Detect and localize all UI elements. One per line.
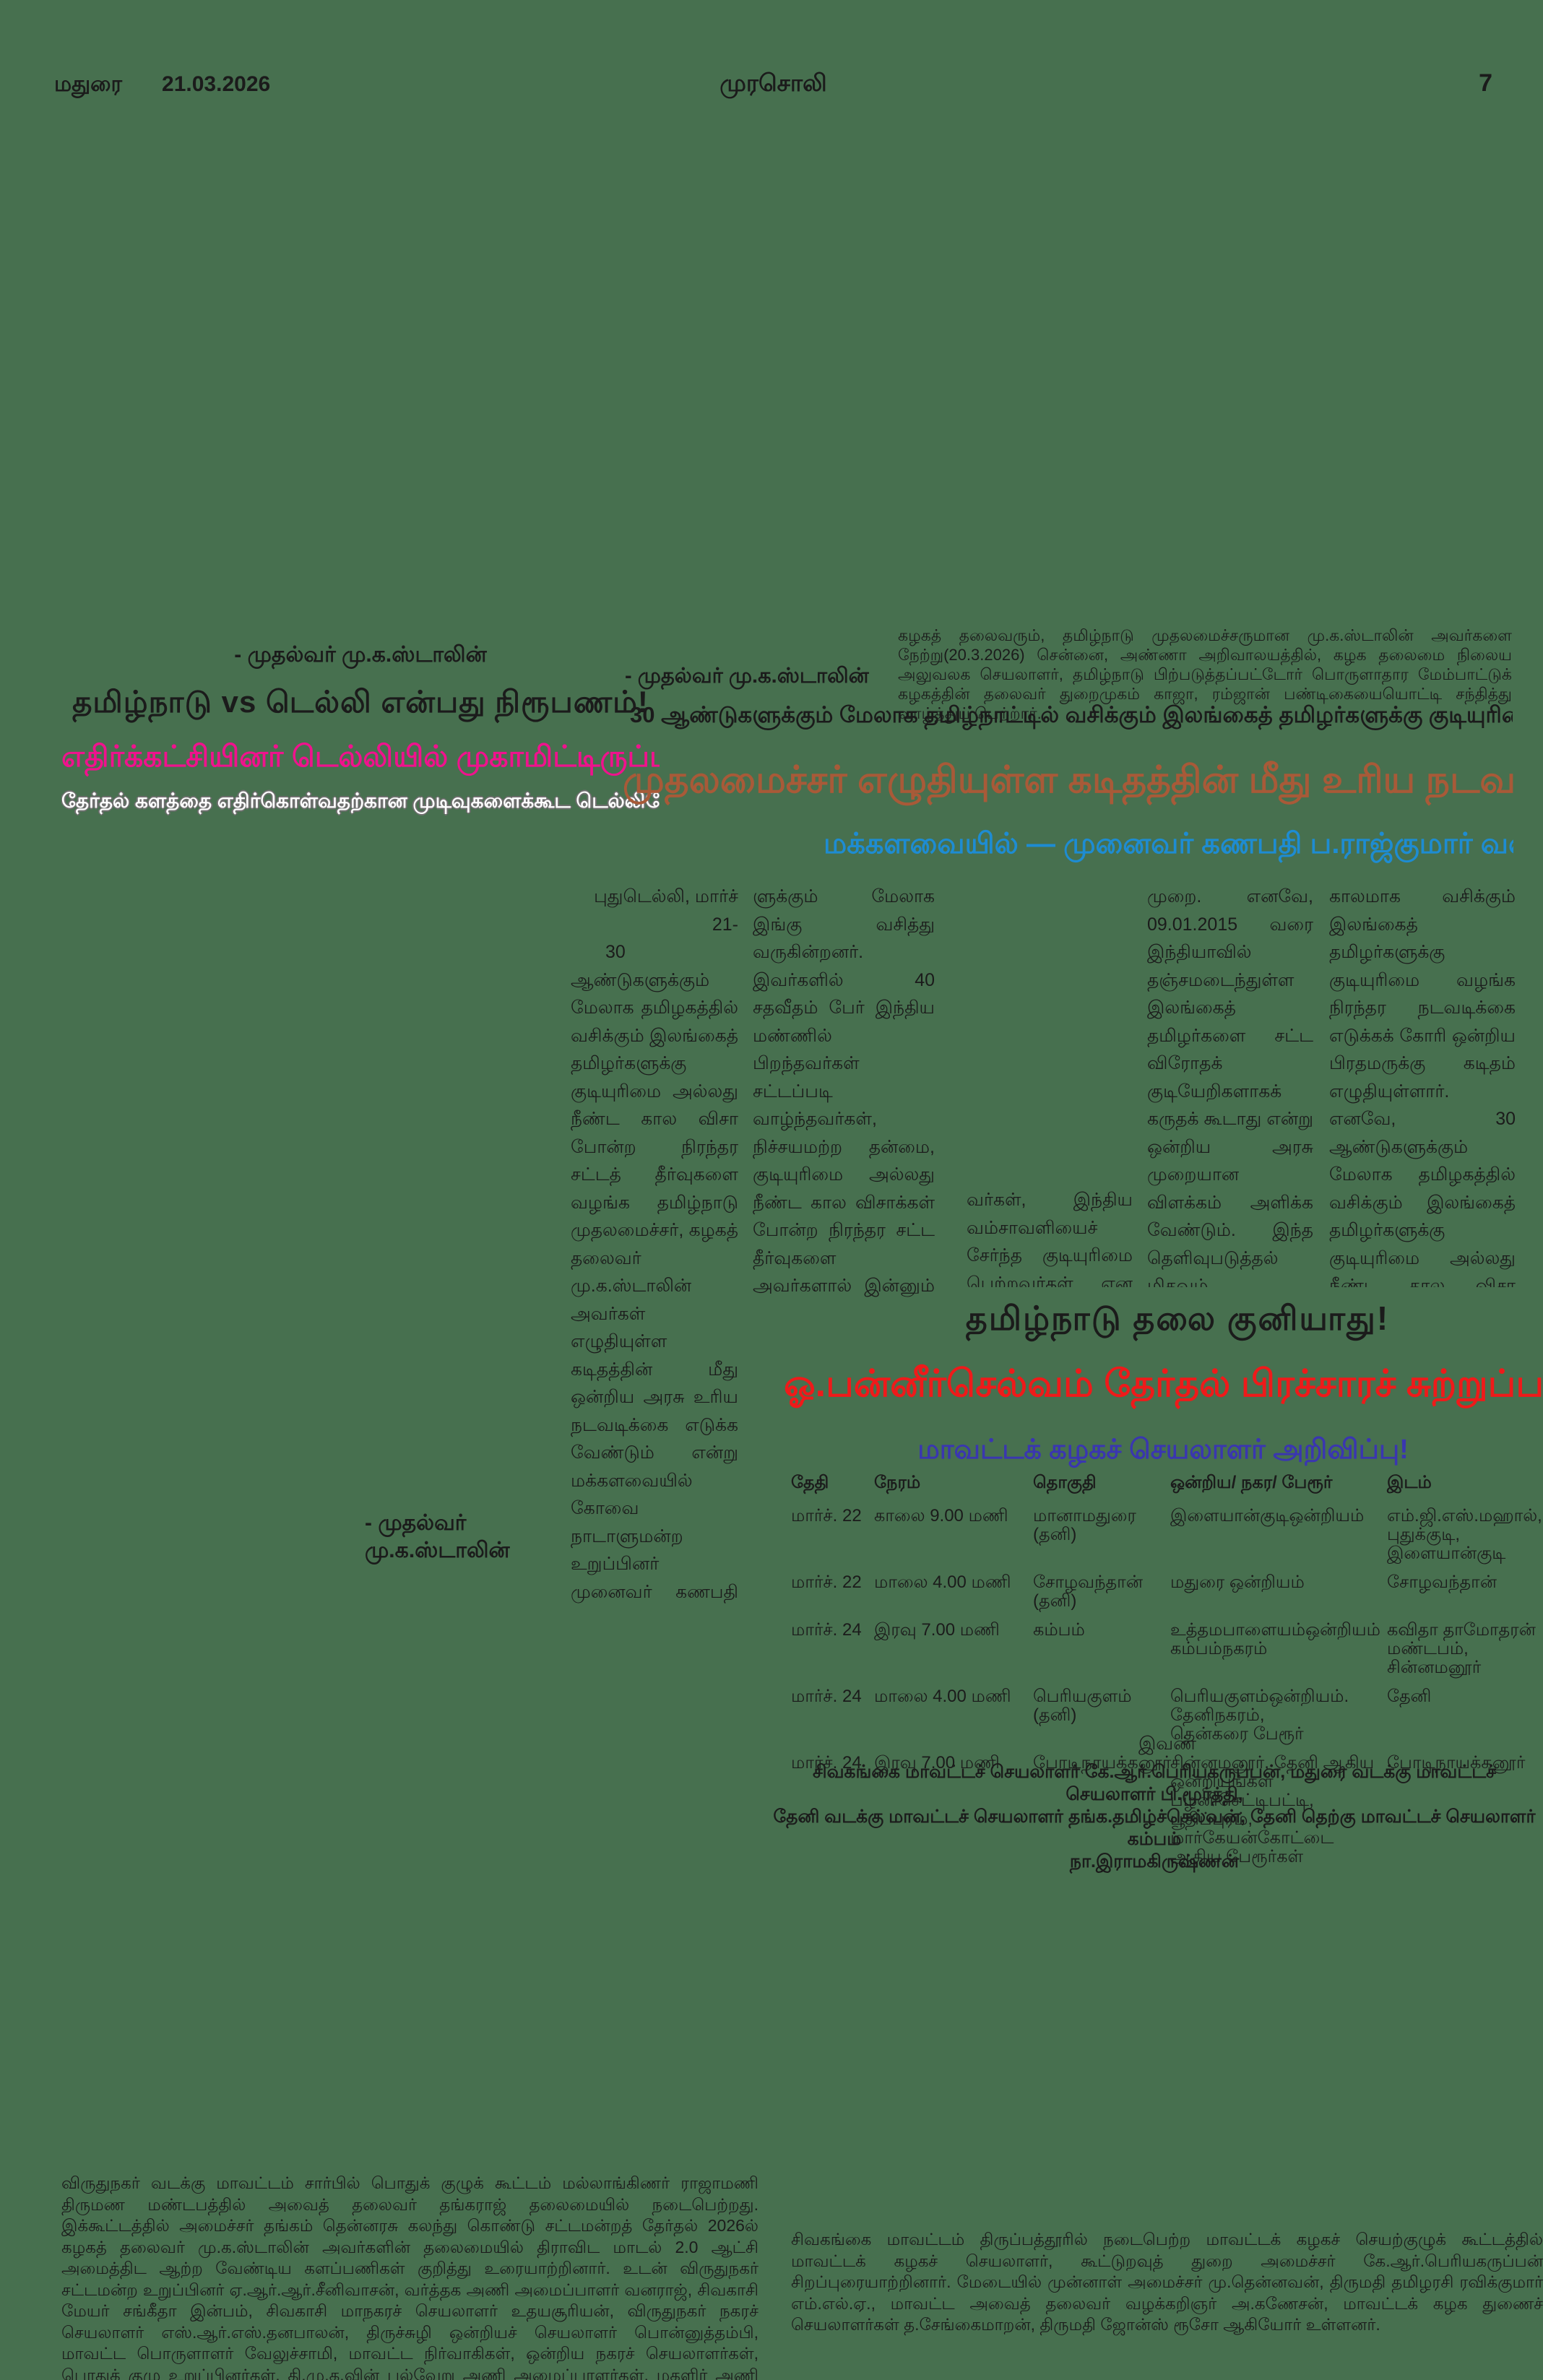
header-left: மதுரை 21.03.2026 <box>54 72 517 100</box>
campaign-schedule-table: தேதி நேரம் தொகுதி ஒன்றிய/ நகர/ பேரூர் இட… <box>791 1474 1543 1877</box>
right-article-headline-brown: முதலமைச்சர் எழுதியுள்ள கடிதத்தின் மீது உ… <box>623 759 1515 801</box>
cell-constituency: மானாமதுரை (தனி) <box>1033 1506 1136 1544</box>
cell-place: போடிநாயக்கனூர் <box>1387 1753 1526 1773</box>
cell-time: மாலை 4.00 மணி <box>874 1687 1011 1706</box>
left-article-headline-magenta: எதிர்க்கட்சியினர் டெல்லியில் முகாமிட்டிர… <box>61 740 660 773</box>
edition-city: மதுரை <box>54 72 123 96</box>
body-column-5: காலமாக வசிக்கும் இலங்கைத் தமிழர்களுக்கு … <box>1329 883 1516 1287</box>
bottom-left-story: விருதுநகர் வடக்கு மாவட்டம் சார்பில் பொது… <box>61 2173 758 2380</box>
left-article-byline-top: - முதல்வர் மு.க.ஸ்டாலின் <box>234 643 487 667</box>
page-header: மதுரை 21.03.2026 முரசொலி 7 <box>54 69 1492 100</box>
right-article-kicker: 30 ஆண்டுகளுக்கும் மேலாக தமிழ்நாட்டில் வச… <box>630 702 1513 727</box>
right-article-subhead-blue: மக்களவையில் — முனைவர் கணபதி ப.ராஜ்குமார்… <box>824 828 1513 860</box>
table-row: மார்ச். 22 காலை 9.00 மணி மானாமதுரை (தனி)… <box>791 1507 1543 1563</box>
left-article: - முதல்வர் மு.க.ஸ்டாலின் தமிழ்நாடு vs டெ… <box>61 643 660 815</box>
body-column-4-text: முறை. எனவே, 09.01.2015 வரை இந்தியாவில் த… <box>1147 886 1313 1287</box>
cell-time: இரவு 7.00 மணி <box>874 1620 1000 1640</box>
cell-time: மாலை 4.00 மணி <box>874 1572 1011 1592</box>
body-column-3-text: வர்கள், இந்திய வம்சாவளியைச் சேர்ந்த குடி… <box>967 1190 1133 1287</box>
table-row: மார்ச். 22 மாலை 4.00 மணி சோழவந்தான் (தனி… <box>791 1573 1543 1611</box>
table-row: மார்ச். 24 இரவு 7.00 மணி கம்பம் உத்தமபாள… <box>791 1621 1543 1677</box>
cell-date: மார்ச். 24 <box>791 1753 862 1773</box>
body-column-2-text: ளுக்கும் மேலாக இங்கு வசித்து வருகின்றனர்… <box>753 886 935 1296</box>
campaign-headline-black: தமிழ்நாடு தலை குனியாது! <box>965 1299 1390 1337</box>
table-header-time: நேரம் <box>874 1473 921 1492</box>
cell-union: பெரியகுளம்ஒன்றியம். தேனிநகரம், தென்கரை ப… <box>1170 1687 1349 1744</box>
left-article-subhead-outline: தேர்தல் களத்தை எதிர்கொள்வதற்கான முடிவுகள… <box>61 789 660 812</box>
body-column-1-text: 30 ஆண்டுகளுக்கும் மேலாக தமிழகத்தில் வசிக… <box>571 942 738 1612</box>
cell-date: மார்ச். 22 <box>791 1572 862 1592</box>
cell-place: சோழவந்தான் <box>1387 1572 1497 1592</box>
cell-union: உத்தமபாளையம்ஒன்றியம் கம்பம்நகரம் <box>1170 1620 1380 1658</box>
table-header-constituency: தொகுதி <box>1033 1473 1097 1492</box>
cell-constituency: பெரியகுளம் (தனி) <box>1033 1687 1132 1725</box>
cell-union: இளையான்குடிஒன்றியம் <box>1170 1506 1365 1526</box>
body-column-2: ளுக்கும் மேலாக இங்கு வசித்து வருகின்றனர்… <box>753 883 935 1298</box>
body-column-1: புதுடெல்லி, மார்ச் 21- 30 ஆண்டுகளுக்கும்… <box>571 883 738 1612</box>
cell-union: மதுரை ஒன்றியம் <box>1170 1572 1305 1592</box>
dateline: புதுடெல்லி, மார்ச் 21- <box>594 886 738 935</box>
cell-date: மார்ச். 24 <box>791 1687 862 1706</box>
body-column-3: வர்கள், இந்திய வம்சாவளியைச் சேர்ந்த குடி… <box>967 883 1133 1287</box>
cell-place: எம்.ஜி.எஸ்.மஹால், புதுக்குடி, இளையான்குட… <box>1387 1506 1542 1563</box>
cell-date: மார்ச். 24 <box>791 1620 862 1640</box>
masthead: முரசொலி <box>719 69 827 96</box>
page-number: 7 <box>1479 69 1492 97</box>
signature-line: தேனி வடக்கு மாவட்டச் செயலாளர் தங்க.தமிழ்… <box>773 1806 1536 1849</box>
cell-time: காலை 9.00 மணி <box>874 1506 1008 1526</box>
cell-constituency: சோழவந்தான் (தனி) <box>1033 1572 1143 1611</box>
table-row: மார்ச். 24 இரவு 7.00 மணி போடிநாயக்கனூர் … <box>791 1754 1543 1866</box>
body-column-5-text: காலமாக வசிக்கும் இலங்கைத் தமிழர்களுக்கு … <box>1329 886 1516 1287</box>
table-row: மார்ச். 24 மாலை 4.00 மணி பெரியகுளம் (தனி… <box>791 1687 1543 1744</box>
cell-place: கவிதா தாமோதரன் மண்டபம், சின்னமனூர் <box>1387 1620 1536 1677</box>
signature-line: சிவகங்கை மாவட்டச் செயலாளர் கே.ஆர்.பெரியக… <box>813 1762 1496 1804</box>
bottom-right-story: சிவகங்கை மாவட்டம் திருப்பத்தூரில் நடைபெற… <box>791 2230 1543 2334</box>
campaign-headline-red: ஓ.பன்னீர்செல்வம் தேர்தல் பிரச்சாரச் சுற்… <box>784 1363 1542 1405</box>
signature-block: சிவகங்கை மாவட்டச் செயலாளர் கே.ஆர்.பெரியக… <box>766 1761 1543 1873</box>
table-header-row: தேதி நேரம் தொகுதி ஒன்றிய/ நகர/ பேரூர் இட… <box>791 1474 1543 1492</box>
right-article-byline: - முதல்வர் மு.க.ஸ்டாலின் <box>625 665 869 688</box>
empty-photo-space <box>967 883 1133 1186</box>
sign-off: இவண் <box>1138 1734 1197 1754</box>
cell-constituency: கம்பம் <box>1033 1620 1085 1640</box>
body-column-4: முறை. எனவே, 09.01.2015 வரை இந்தியாவில் த… <box>1147 883 1313 1287</box>
cell-time: இரவு 7.00 மணி <box>874 1753 1000 1773</box>
left-article-headline: தமிழ்நாடு vs டெல்லி என்பது நிரூபணம்! <box>72 685 649 719</box>
left-article-byline-bottom: - முதல்வர் மு.க.ஸ்டாலின் <box>365 1511 510 1562</box>
cell-union: சின்னமனூர், தேனி ஆகிய ஒன்றியங்கள் பழனிசெ… <box>1170 1753 1375 1866</box>
cell-place: தேனி <box>1387 1687 1432 1706</box>
signature-line: நா.இராமகிருஷ்ணன் <box>1069 1851 1240 1871</box>
cell-date: மார்ச். 22 <box>791 1506 862 1526</box>
table-header-date: தேதி <box>791 1473 829 1492</box>
cell-constituency: போடிநாயக்கனூர் <box>1033 1753 1172 1773</box>
table-header-place: இடம் <box>1387 1473 1432 1492</box>
right-article-intro: கழகத் தலைவரும், தமிழ்நாடு முதலமைச்சருமான… <box>898 626 1512 722</box>
issue-date: 21.03.2026 <box>162 72 271 96</box>
table-header-union: ஒன்றிய/ நகர/ பேரூர் <box>1170 1473 1333 1492</box>
campaign-subhead-indigo: மாவட்டக் கழகச் செயலாளர் அறிவிப்பு! <box>917 1435 1409 1465</box>
